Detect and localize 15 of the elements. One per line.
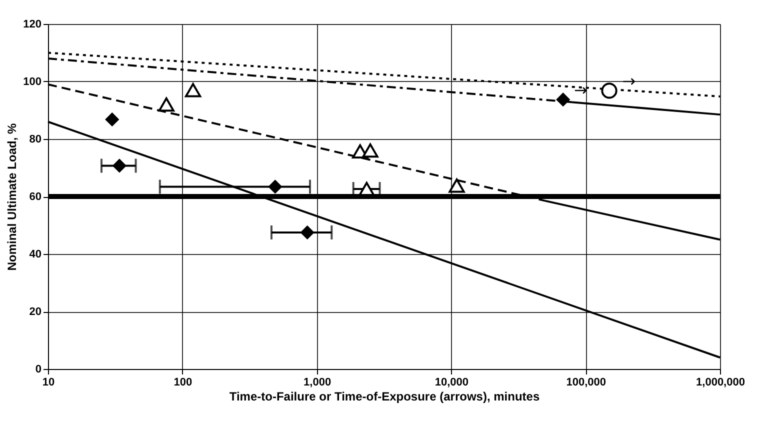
x-tick-label: 100,000 xyxy=(566,376,606,388)
x-tick-label: 100 xyxy=(174,376,192,388)
y-tick-label: 120 xyxy=(23,18,42,30)
x-tick-label: 1,000,000 xyxy=(696,376,745,388)
x-tick-label: 10,000 xyxy=(434,376,469,388)
x-tick-label: 10 xyxy=(42,376,55,388)
y-tick-label: 20 xyxy=(29,306,42,318)
y-tick-label: 60 xyxy=(29,191,42,203)
y-tick-label: 100 xyxy=(23,76,42,88)
x-tick-label: 1,000 xyxy=(304,376,332,388)
y-tick-label: 0 xyxy=(35,364,42,376)
y-tick-label: 40 xyxy=(29,248,42,260)
y-axis-title: Nominal Ultimate Load, % xyxy=(5,123,20,271)
y-tick-label: 80 xyxy=(29,134,42,146)
x-axis-title: Time-to-Failure or Time-of-Exposure (arrows), minutes xyxy=(229,390,540,404)
